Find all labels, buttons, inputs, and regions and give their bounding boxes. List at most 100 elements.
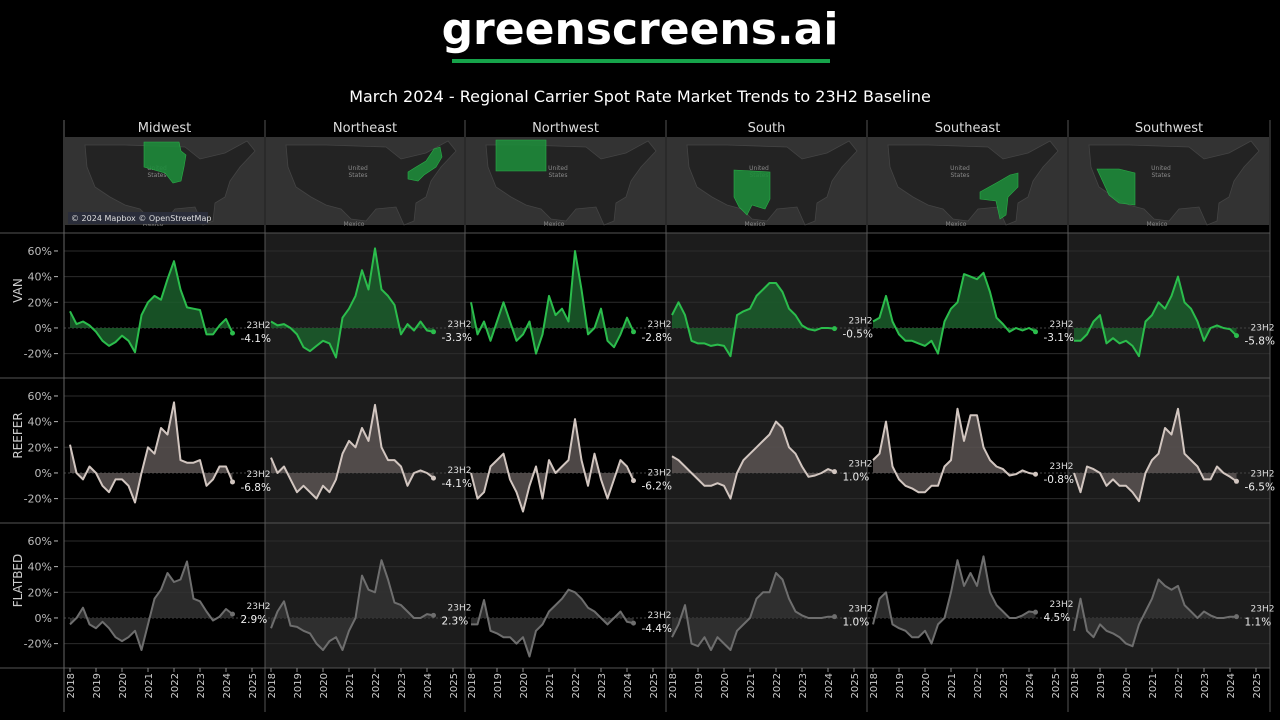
endpoint-flatbed-midwest xyxy=(230,611,235,617)
x-tick-label: 2023 xyxy=(999,673,1010,698)
x-tick-label: 2021 xyxy=(345,673,356,698)
line-reefer-northeast xyxy=(270,403,435,500)
endpoint-van-south xyxy=(832,326,837,332)
x-tick-label: 2023 xyxy=(196,673,207,698)
baseline-label: 23H2 xyxy=(448,466,472,476)
map-region-highlight xyxy=(143,141,187,184)
map-region-highlight xyxy=(495,139,547,172)
baseline-label: 23H2 xyxy=(247,321,271,331)
line-flatbed-midwest xyxy=(69,560,234,651)
y-tick-label: 40% xyxy=(28,416,52,429)
area-reefer-southwest xyxy=(1074,408,1237,502)
x-tick-label: 2024 xyxy=(222,673,233,698)
x-tick-label: 2024 xyxy=(1226,673,1237,698)
x-tick-label: 2024 xyxy=(1025,673,1036,698)
area-flatbed-northwest xyxy=(471,589,634,657)
area-flatbed-southwest xyxy=(1074,579,1237,647)
endpoint-reefer-midwest xyxy=(230,479,235,485)
baseline-label: 23H2 xyxy=(448,603,472,613)
end-value-label: -6.2% xyxy=(642,481,672,493)
endpoint-flatbed-southwest xyxy=(1234,614,1239,620)
baseline-label: 23H2 xyxy=(849,605,873,615)
map-country-label: United xyxy=(1151,165,1171,172)
line-van-southwest xyxy=(1074,275,1238,358)
map-country-shape xyxy=(887,140,1059,226)
x-tick-label: 2022 xyxy=(1174,673,1185,698)
line-flatbed-northeast xyxy=(270,559,434,651)
map-region-highlight xyxy=(1096,168,1136,206)
baseline-label: 23H2 xyxy=(1251,605,1275,615)
baseline-label: 23H2 xyxy=(1251,469,1275,479)
baseline-label: 23H2 xyxy=(1050,600,1074,610)
x-tick-label: 2023 xyxy=(597,673,608,698)
x-tick-label: 2021 xyxy=(746,673,757,698)
x-tick-label: 2025 xyxy=(649,673,660,698)
map-country-label: States xyxy=(1151,172,1170,179)
line-flatbed-northwest xyxy=(471,588,634,658)
area-reefer-southeast xyxy=(873,408,1036,493)
area-van-southeast xyxy=(873,272,1036,354)
x-tick-label: 2021 xyxy=(144,673,155,698)
y-tick-label: 60% xyxy=(28,535,52,548)
x-tick-label: 2018 xyxy=(66,673,77,698)
end-value-label: -4.1% xyxy=(442,478,472,490)
map-country-label: United xyxy=(548,165,568,172)
map-country-label: States xyxy=(548,172,567,179)
endpoint-van-northwest xyxy=(631,329,636,335)
x-tick-label: 2020 xyxy=(1122,673,1133,698)
end-value-label: 4.5% xyxy=(1044,612,1071,624)
map-attribution: © 2024 Mapbox © OpenStreetMap xyxy=(71,214,211,223)
x-tick-label: 2021 xyxy=(545,673,556,698)
map-country-shape xyxy=(285,140,457,226)
x-tick-label: 2022 xyxy=(973,673,984,698)
x-tick-label: 2018 xyxy=(869,673,880,698)
area-flatbed-northeast xyxy=(271,560,434,650)
x-tick-label: 2018 xyxy=(668,673,679,698)
area-reefer-northwest xyxy=(471,419,634,512)
line-van-south xyxy=(671,282,835,358)
line-flatbed-southwest xyxy=(1073,578,1237,648)
line-reefer-southeast xyxy=(872,407,1036,494)
area-van-southwest xyxy=(1074,276,1237,357)
y-tick-label: 0% xyxy=(35,612,52,625)
endpoint-van-southwest xyxy=(1234,333,1239,339)
x-tick-label: 2020 xyxy=(319,673,330,698)
line-van-midwest xyxy=(69,260,234,354)
baseline-label: 23H2 xyxy=(648,320,672,330)
x-tick-label: 2019 xyxy=(293,673,304,698)
page-title: March 2024 - Regional Carrier Spot Rate … xyxy=(349,87,931,106)
end-value-label: -0.8% xyxy=(1044,474,1074,486)
x-tick-label: 2019 xyxy=(493,673,504,698)
area-flatbed-midwest xyxy=(70,561,233,650)
row-label-reefer: REEFER xyxy=(11,412,25,458)
y-tick-label: 20% xyxy=(28,586,52,599)
y-tick-label: 40% xyxy=(28,271,52,284)
end-value-label: -6.8% xyxy=(241,482,271,494)
x-tick-label: 2024 xyxy=(423,673,434,698)
x-tick-label: 2018 xyxy=(1070,673,1081,698)
line-reefer-southwest xyxy=(1073,407,1238,503)
y-tick-label: 60% xyxy=(28,390,52,403)
map-country-label: States xyxy=(147,172,166,179)
x-tick-label: 2024 xyxy=(824,673,835,698)
x-tick-label: 2023 xyxy=(798,673,809,698)
line-flatbed-southeast xyxy=(872,555,1036,645)
y-tick-label: 0% xyxy=(35,467,52,480)
y-tick-label: -20% xyxy=(24,638,52,651)
area-reefer-south xyxy=(672,421,835,499)
x-tick-label: 2020 xyxy=(720,673,731,698)
x-tick-label: 2020 xyxy=(519,673,530,698)
baseline-label: 23H2 xyxy=(247,602,271,612)
y-tick-label: -20% xyxy=(24,493,52,506)
x-tick-label: 2020 xyxy=(118,673,129,698)
area-flatbed-south xyxy=(672,573,835,650)
map-country-label: United xyxy=(348,165,368,172)
x-tick-label: 2025 xyxy=(449,673,460,698)
x-tick-label: 2025 xyxy=(1252,673,1263,698)
row-label-van: VAN xyxy=(11,278,25,303)
endpoint-reefer-southwest xyxy=(1234,478,1239,484)
column-header-southeast: Southeast xyxy=(935,121,1001,136)
x-tick-label: 2022 xyxy=(772,673,783,698)
